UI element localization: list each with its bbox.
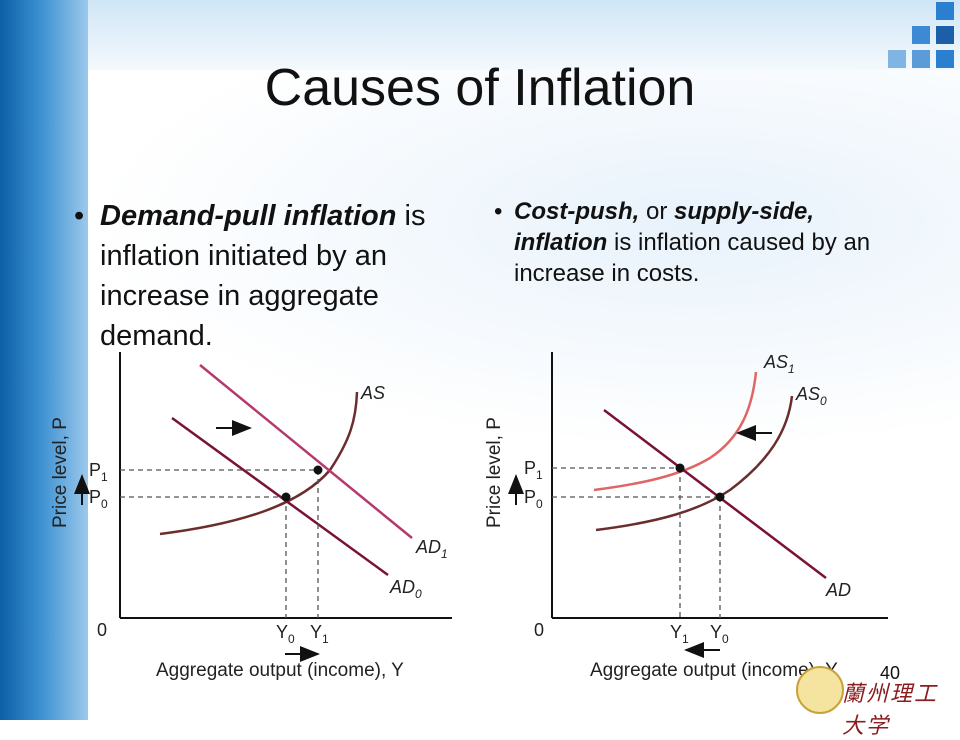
deco-square [936, 2, 954, 20]
bullet-cost-push: • Cost-push, or supply-side, inflation i… [494, 196, 894, 289]
as-label: AS [360, 383, 385, 403]
y1-label: Y1 [310, 622, 329, 646]
bullet-term: Cost-push, [514, 198, 640, 225]
equilibrium-new [313, 465, 323, 475]
deco-square [888, 50, 906, 68]
as1-curve [593, 371, 758, 492]
bullet-connector: or [639, 198, 675, 225]
background-glow [88, 70, 960, 450]
bullet-definition: is inflation caused by an increase in co… [514, 229, 871, 287]
bullet-term: supply-side, inflation [514, 198, 815, 256]
y-axis-label: Price level, P [50, 417, 71, 528]
y1-label: Y1 [670, 622, 689, 646]
x-axis-label: Aggregate output (income), Y [590, 660, 838, 681]
p1-label: P1 [524, 458, 543, 482]
as0-curve [595, 395, 794, 532]
left-gradient-bar [0, 0, 88, 720]
bullet-text: Demand-pull inflation is inflation initi… [100, 196, 474, 356]
bullet-demand-pull: • Demand-pull inflation is inflation ini… [74, 196, 474, 356]
cost-push-diagram: Price level, P 0 P1 P0 Y1 Y0 AS1 AS0 AD … [484, 352, 888, 681]
y0-label: Y0 [276, 622, 295, 646]
p0-label: P0 [89, 487, 108, 511]
equilibrium-new [675, 463, 685, 473]
y0-label: Y0 [710, 622, 729, 646]
as-curve [159, 391, 359, 536]
equilibrium-initial [281, 492, 291, 502]
university-name: 蘭州理工大学 [842, 681, 939, 738]
top-band [88, 0, 960, 70]
bullet-text: Cost-push, or supply-side, inflation is … [514, 196, 894, 289]
ad-label: AD [825, 580, 851, 600]
deco-square [936, 26, 954, 44]
university-logo-icon [796, 666, 844, 714]
deco-square [912, 50, 930, 68]
bullet-definition: is inflation initiated by an increase in… [100, 200, 426, 352]
slide-title: Causes of Inflation [264, 59, 696, 117]
y-axis-label: Price level, P [484, 417, 505, 528]
bullet-dot: • [494, 198, 503, 225]
deco-square [936, 50, 954, 68]
equilibrium-initial [715, 492, 725, 502]
page-number: 40 [880, 663, 901, 683]
deco-square [912, 26, 930, 44]
demand-pull-diagram: Price level, P 0 P1 P0 Y0 Y1 AS AD1 AD0 … [50, 352, 452, 681]
ad0-line [171, 416, 389, 577]
x-axis-label: Aggregate output (income), Y [156, 660, 404, 681]
bullet-dot: • [74, 200, 85, 232]
origin-label: 0 [534, 620, 544, 640]
ad1-label: AD1 [415, 537, 448, 561]
p1-label: P1 [89, 460, 108, 484]
as0-label: AS0 [795, 384, 827, 408]
origin-label: 0 [97, 620, 107, 640]
p0-label: P0 [524, 487, 543, 511]
ad-line [603, 409, 827, 579]
as1-label: AS1 [763, 352, 795, 376]
ad1-line [199, 364, 413, 539]
bullet-term: Demand-pull inflation [100, 200, 397, 232]
ad0-label: AD0 [389, 577, 422, 601]
